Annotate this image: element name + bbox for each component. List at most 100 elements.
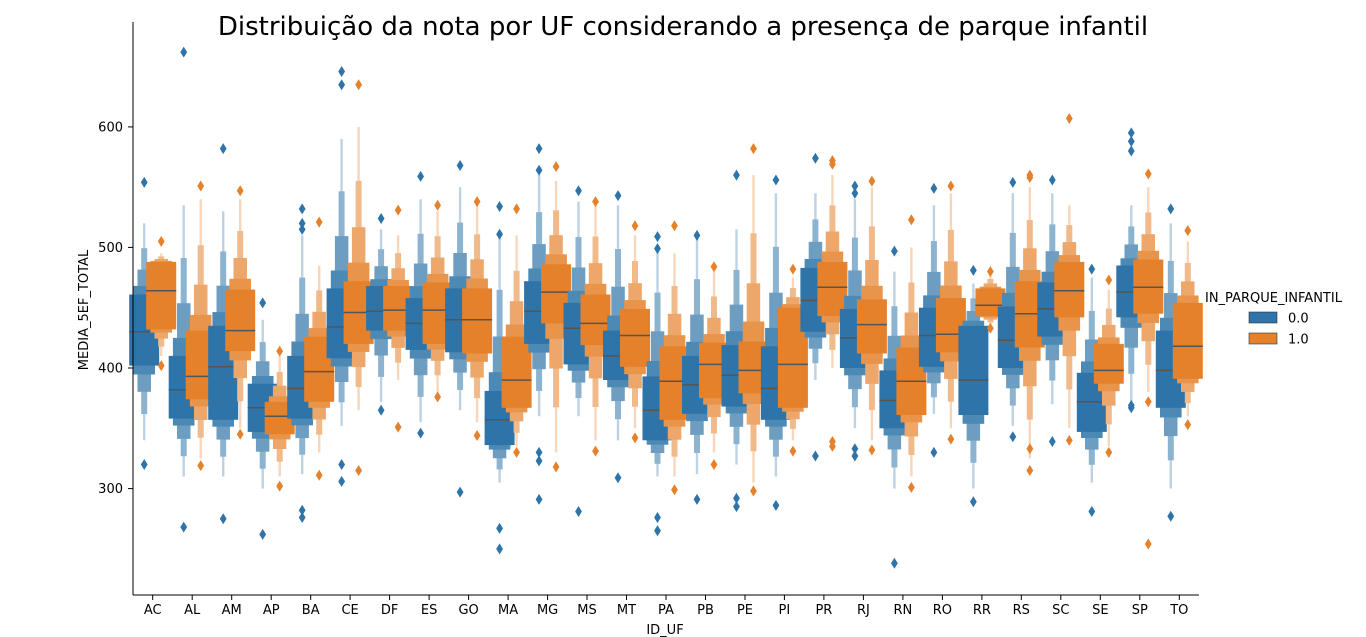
boxen-PR-1.0-level-4 [817,261,848,317]
outlier-MS-0.0-1 [575,505,582,517]
outlier-RJ-0.0-3 [851,450,859,462]
outlier-BA-0.0-4 [298,511,306,523]
x-tick-label-AL: AL [184,603,201,618]
outlier-ES-0.0-1 [417,427,425,439]
outlier-GO-0.0-0 [456,159,464,171]
outlier-PI-0.0-1 [772,499,780,511]
outlier-MG-0.0-3 [535,455,543,467]
outlier-RO-1.0-0 [947,180,955,192]
plot-area [129,46,1203,569]
x-tick-label-SE: SE [1092,603,1108,618]
outlier-RN-1.0-1 [907,481,915,493]
x-tick-label-ES: ES [421,603,437,618]
x-axis-label: ID_UF [646,623,683,637]
outlier-AM-1.0-1 [236,428,244,440]
outlier-SE-0.0-1 [1088,505,1096,517]
outlier-BA-1.0-0 [315,216,323,228]
boxen-AC-1.0-level-4 [146,261,177,330]
outlier-RO-1.0-1 [947,433,955,445]
outlier-AP-1.0-1 [276,480,284,492]
boxen-RR-0.0-level-4 [958,325,989,415]
outlier-DF-1.0-0 [394,204,402,216]
outlier-MG-1.0-0 [552,161,560,173]
x-tick-label-DF: DF [381,603,399,618]
outlier-BA-0.0-1 [298,217,306,229]
outlier-AM-0.0-0 [219,143,227,155]
outlier-SP-1.0-1 [1144,396,1152,408]
outlier-RN-1.0-0 [907,214,915,226]
outlier-RR-1.0-1 [986,322,994,334]
outlier-AP-1.0-0 [276,345,284,357]
outlier-AC-1.0-0 [157,235,165,247]
outlier-SP-0.0-2 [1127,145,1135,157]
outlier-GO-1.0-1 [473,430,481,442]
outlier-MA-0.0-1 [496,228,503,240]
outlier-MG-0.0-0 [535,143,543,155]
outlier-RS-0.0-0 [1009,176,1017,188]
outlier-SE-0.0-0 [1088,263,1096,275]
outlier-PA-0.0-0 [654,231,661,243]
x-tick-label-PA: PA [658,603,674,618]
outlier-CE-0.0-3 [338,475,346,487]
outlier-AP-0.0-0 [259,297,267,309]
outlier-CE-0.0-1 [338,79,346,91]
y-tick-label-400: 400 [98,362,123,377]
outlier-CE-0.0-2 [338,458,346,470]
outlier-PR-1.0-1 [829,158,836,170]
outlier-RJ-1.0-1 [868,444,876,456]
x-tick-label-PR: PR [815,603,832,618]
x-tick-label-RR: RR [973,603,991,618]
legend-title: IN_PARQUE_INFANTIL [1205,291,1343,306]
x-tick-label-PB: PB [697,603,714,618]
outlier-AM-1.0-0 [236,185,244,197]
outlier-RJ-0.0-0 [851,180,859,192]
x-tick-label-RJ: RJ [857,603,870,618]
x-tick-label-SP: SP [1132,603,1148,618]
outlier-AL-1.0-0 [197,180,205,192]
outlier-RJ-0.0-1 [851,187,859,199]
outlier-SC-1.0-0 [1065,112,1073,124]
outlier-SC-0.0-0 [1048,174,1056,186]
outlier-TO-0.0-0 [1167,203,1175,215]
outlier-TO-1.0-0 [1184,225,1192,237]
boxen-TO-1.0-level-4 [1172,302,1203,379]
boxen-MA-1.0-level-4 [501,336,532,408]
outlier-RJ-1.0-0 [868,175,876,187]
outlier-TO-0.0-1 [1167,510,1175,522]
outlier-MA-1.0-1 [513,446,520,458]
x-tick-label-MA: MA [498,603,518,618]
outlier-MA-0.0-0 [496,200,503,212]
outlier-RR-1.0-0 [986,266,994,278]
x-tick-label-SC: SC [1052,603,1069,618]
outlier-PA-0.0-2 [654,511,661,523]
outlier-SP-0.0-0 [1127,127,1135,139]
legend: IN_PARQUE_INFANTIL 0.0 1.0 [1205,291,1343,348]
boxen-MT-1.0-level-4 [620,308,650,367]
boxen-SC-1.0-level-4 [1054,261,1085,318]
y-tick-label-600: 600 [98,120,123,135]
outlier-SP-1.0-2 [1144,538,1152,550]
outlier-MS-0.0-0 [575,185,582,197]
outlier-PI-0.0-0 [772,174,780,186]
outlier-SC-1.0-1 [1065,434,1073,446]
outlier-RO-0.0-1 [930,446,938,458]
outlier-PI-1.0-0 [789,263,797,275]
outlier-TO-1.0-1 [1184,419,1192,431]
x-tick-label-MS: MS [577,603,596,618]
outlier-MA-1.0-0 [513,203,520,215]
outlier-ES-1.0-0 [434,199,442,211]
outlier-CE-1.0-0 [355,79,363,91]
outlier-RS-0.0-1 [1009,431,1017,443]
outlier-PA-1.0-1 [671,484,678,496]
outlier-BA-0.0-2 [298,223,306,235]
outlier-PR-1.0-3 [829,440,836,452]
outlier-SC-0.0-1 [1048,436,1056,448]
outlier-RO-0.0-0 [930,182,938,194]
outlier-MG-0.0-2 [535,446,543,458]
outlier-PA-0.0-1 [654,243,661,255]
outlier-BA-0.0-0 [298,203,306,215]
outlier-PR-0.0-0 [812,152,819,164]
x-tick-label-MT: MT [617,603,636,618]
outlier-BA-0.0-3 [298,504,306,516]
